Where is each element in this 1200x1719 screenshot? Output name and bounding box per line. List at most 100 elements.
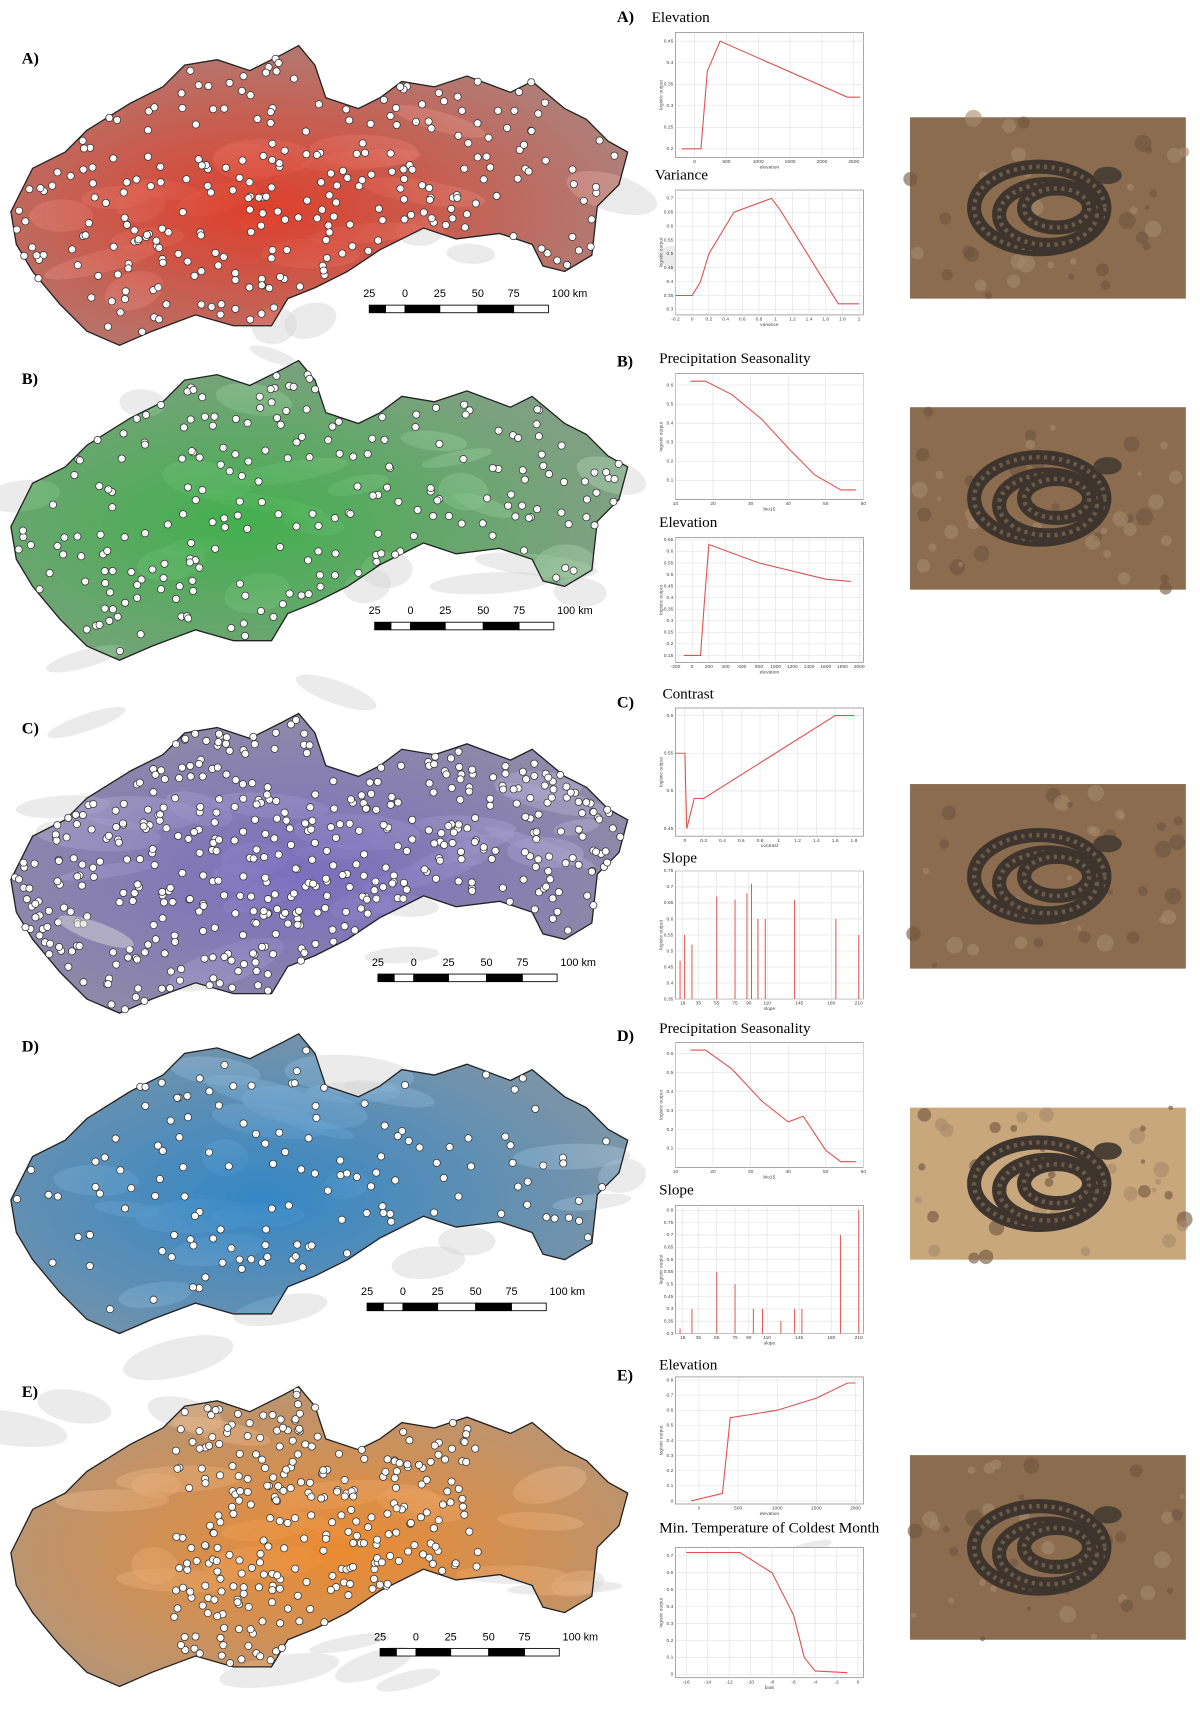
photo-texture xyxy=(1153,1162,1169,1178)
occurrence-point xyxy=(259,1259,266,1266)
scale-bar xyxy=(411,622,446,630)
occurrence-point xyxy=(440,1174,447,1181)
occurrence-point xyxy=(528,127,535,134)
occurrence-point xyxy=(316,571,323,578)
occurrence-point xyxy=(15,207,22,214)
scale-label: 0 xyxy=(411,957,417,969)
occurrence-point xyxy=(44,923,51,930)
occurrence-point xyxy=(376,1581,383,1588)
scale-bar xyxy=(487,974,523,982)
occurrence-point xyxy=(504,124,511,131)
photo-texture xyxy=(1130,1465,1143,1478)
occurrence-point xyxy=(178,90,185,97)
photo-texture xyxy=(1160,574,1168,582)
occurrence-point xyxy=(113,961,120,968)
y-tick-label: 0.6 xyxy=(667,713,674,719)
photo-texture xyxy=(1140,1125,1146,1131)
occurrence-point xyxy=(214,1568,221,1575)
occurrence-point xyxy=(228,1503,235,1510)
occurrence-point xyxy=(137,631,144,638)
occurrence-point xyxy=(216,980,223,987)
occurrence-point xyxy=(560,1160,567,1167)
occurrence-point xyxy=(200,927,207,934)
occurrence-point xyxy=(546,853,553,860)
occurrence-point xyxy=(318,206,325,213)
occurrence-point xyxy=(202,1542,209,1549)
occurrence-point xyxy=(290,383,297,390)
photo-texture xyxy=(1067,875,1072,880)
y-tick-label: 0.3 xyxy=(667,618,674,624)
occurrence-point xyxy=(121,295,128,302)
photo-texture xyxy=(1011,254,1026,269)
occurrence-point xyxy=(408,211,415,218)
occurrence-point xyxy=(156,316,163,323)
photo-texture xyxy=(911,247,924,260)
occurrence-point xyxy=(13,226,20,233)
occurrence-point xyxy=(321,1084,328,1091)
y-tick-label: 0.2 xyxy=(667,1638,674,1644)
y-tick-label: 0.65 xyxy=(664,210,674,216)
occurrence-point xyxy=(271,835,278,842)
occurrence-point xyxy=(519,1075,526,1082)
photo-texture xyxy=(1155,1179,1161,1185)
occurrence-point xyxy=(181,1193,188,1200)
occurrence-point xyxy=(89,180,96,187)
occurrence-point xyxy=(401,175,408,182)
occurrence-point xyxy=(235,1497,242,1504)
occurrence-point xyxy=(198,268,205,275)
occurrence-point xyxy=(436,857,443,864)
occurrence-point xyxy=(92,1183,99,1190)
occurrence-point xyxy=(434,497,441,504)
occurrence-point xyxy=(53,837,60,844)
x-axis-label: variance xyxy=(760,322,779,328)
occurrence-point xyxy=(35,275,42,282)
photo-texture xyxy=(932,963,937,968)
occurrence-point xyxy=(179,209,186,216)
occurrence-point xyxy=(373,1169,380,1176)
occurrence-point xyxy=(298,1166,305,1173)
occurrence-point xyxy=(163,825,170,832)
occurrence-point xyxy=(216,796,223,803)
occurrence-point xyxy=(520,547,527,554)
occurrence-point xyxy=(187,762,194,769)
occurrence-point xyxy=(217,1634,224,1641)
photo-texture xyxy=(1019,1494,1025,1500)
occurrence-point xyxy=(279,601,286,608)
occurrence-point xyxy=(262,1140,269,1147)
photo-texture xyxy=(1023,1458,1039,1474)
y-tick-label: 0.55 xyxy=(664,932,674,938)
occurrence-point xyxy=(196,564,203,571)
occurrence-point xyxy=(274,208,281,215)
occurrence-point xyxy=(308,1443,315,1450)
occurrence-point xyxy=(308,826,315,833)
occurrence-point xyxy=(258,1456,265,1463)
y-tick-label: 0.25 xyxy=(664,125,674,131)
occurrence-point xyxy=(238,87,245,94)
occurrence-point xyxy=(461,224,468,231)
occurrence-point xyxy=(590,808,597,815)
occurrence-point xyxy=(172,741,179,748)
x-tick-label: 0.2 xyxy=(705,317,712,323)
x-tick-label: -200 xyxy=(671,664,681,670)
scale-bar xyxy=(511,1303,546,1311)
occurrence-point xyxy=(220,892,227,899)
x-tick-label: 50 xyxy=(823,1169,829,1175)
occurrence-point xyxy=(246,284,253,291)
occurrence-point xyxy=(156,244,163,251)
x-tick-label: 2000 xyxy=(850,1506,861,1512)
photo-texture xyxy=(1079,931,1091,943)
occurrence-point xyxy=(284,455,291,462)
occurrence-point xyxy=(136,856,143,863)
occurrence-point xyxy=(366,779,373,786)
scale-bar xyxy=(449,974,487,982)
occurrence-point xyxy=(355,569,362,576)
occurrence-point xyxy=(480,176,487,183)
occurrence-point xyxy=(207,189,214,196)
photo-texture xyxy=(1041,1541,1055,1555)
occurrence-point xyxy=(318,1495,325,1502)
occurrence-point xyxy=(364,450,371,457)
occurrence-point xyxy=(431,840,438,847)
occurrence-point xyxy=(308,1493,315,1500)
occurrence-point xyxy=(247,92,254,99)
occurrence-point xyxy=(555,889,562,896)
